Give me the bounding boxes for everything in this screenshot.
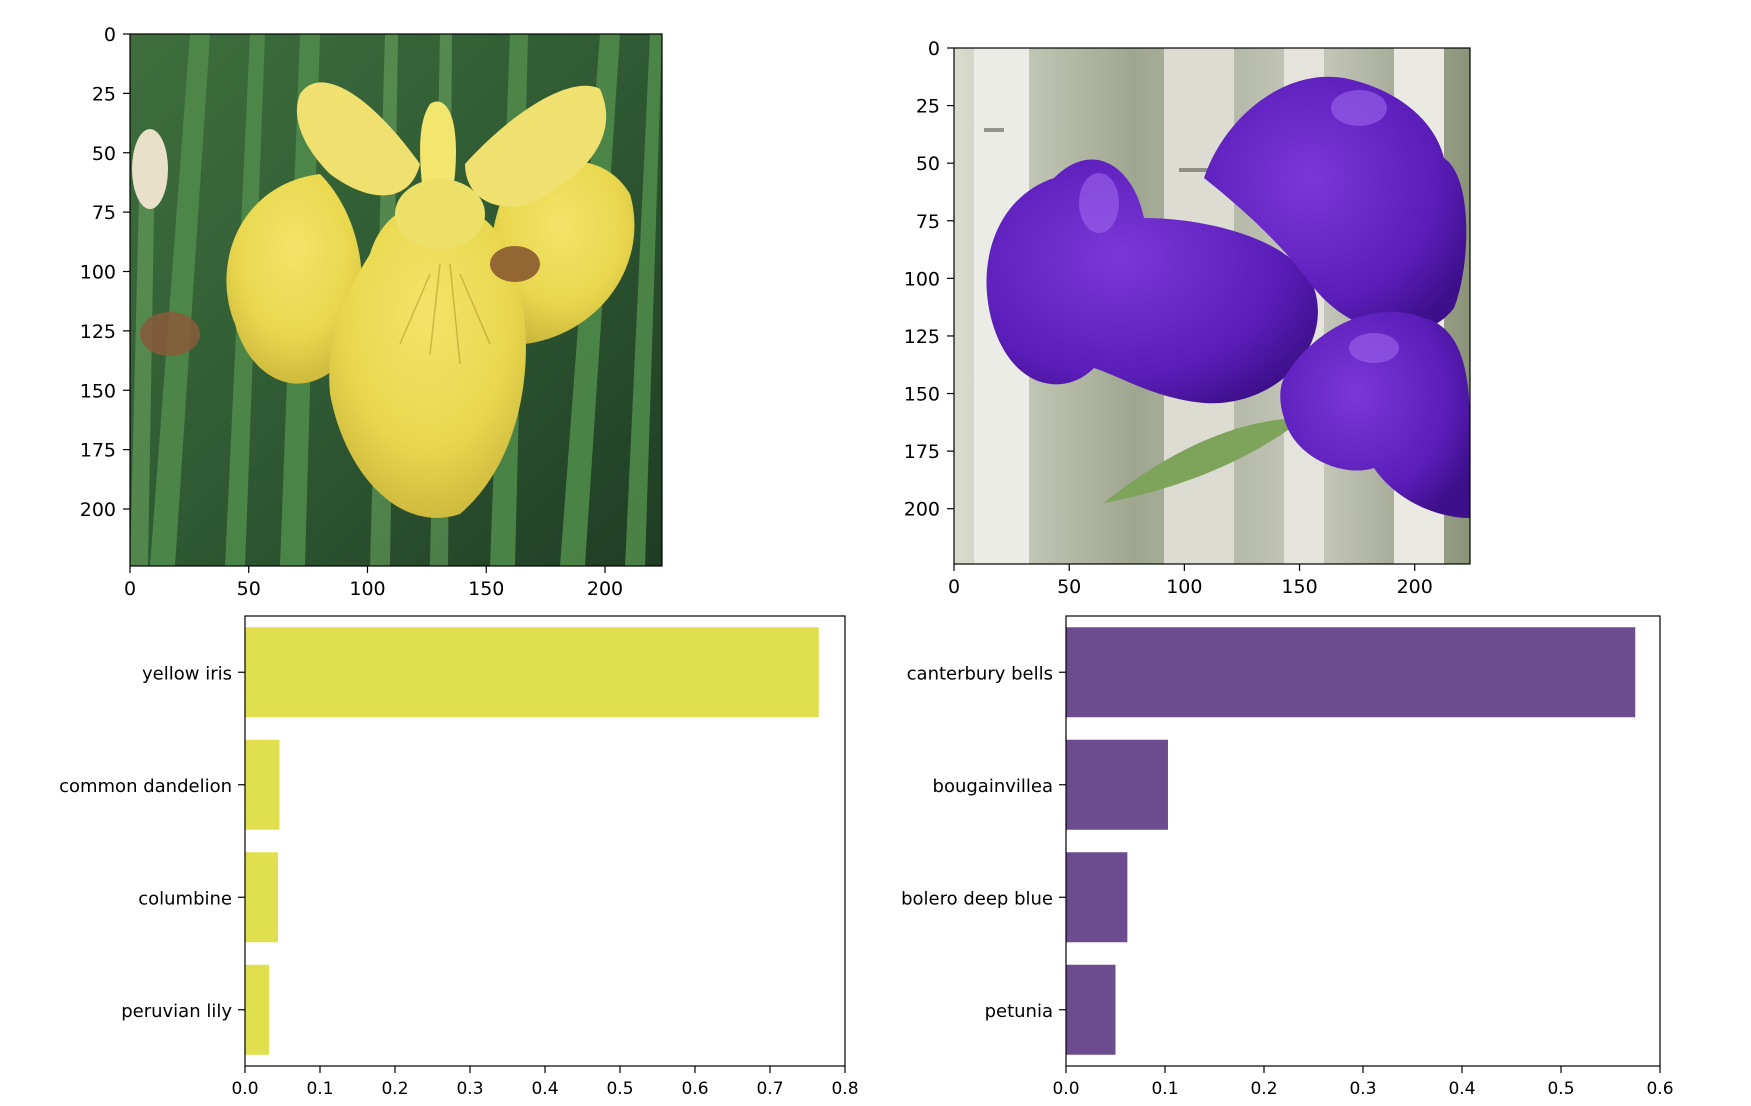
y-tick-label: 150	[904, 384, 940, 406]
y-tick-label: 200	[80, 499, 116, 521]
category-label: canterbury bells	[907, 663, 1053, 684]
bar-chart-canterbury-bells: canterbury bells bougainvillea bolero deep…	[901, 615, 1674, 1099]
x-tick-label: 0.1	[306, 1079, 333, 1099]
y-tick-label: 150	[80, 380, 116, 402]
x-tick-label: 0.3	[456, 1079, 483, 1099]
bar	[245, 739, 280, 830]
x-tick-label: 200	[587, 578, 623, 600]
x-tick-label: 0.2	[1250, 1079, 1277, 1099]
y-tick-label: 100	[80, 262, 116, 284]
x-tick-label: 0.4	[1448, 1079, 1475, 1099]
category-label: bolero deep blue	[901, 888, 1053, 909]
x-tick-label: 150	[1281, 576, 1317, 598]
y-tick-label: 125	[80, 321, 116, 343]
x-tick-label: 0	[948, 576, 960, 598]
x-tick-label: 150	[468, 578, 504, 600]
image-panel-yellow-iris: 0 50 100 150 200 0 25 50 75 100 125 150 175 200	[80, 24, 663, 600]
category-label: columbine	[138, 888, 232, 909]
y-tick-label: 50	[92, 143, 116, 165]
x-tick-label: 0.6	[1646, 1079, 1673, 1099]
y-tick-label: 50	[916, 153, 940, 175]
bar	[245, 964, 269, 1055]
y-tick-label: 75	[92, 202, 116, 224]
y-tick-label: 0	[928, 38, 940, 60]
y-tick-label: 175	[904, 441, 940, 463]
x-tick-label: 0.1	[1151, 1079, 1178, 1099]
x-tick-label: 0	[124, 578, 136, 600]
x-tick-label: 0.2	[381, 1079, 408, 1099]
x-tick-label: 0.0	[1052, 1079, 1079, 1099]
bar	[1066, 739, 1168, 830]
category-label: yellow iris	[142, 663, 232, 684]
x-tick-label: 0.0	[231, 1079, 258, 1099]
x-tick-label: 0.6	[681, 1079, 708, 1099]
y-tick-label: 200	[904, 499, 940, 521]
x-tick-label: 0.4	[531, 1079, 558, 1099]
bar	[245, 852, 278, 943]
y-tick-label: 100	[904, 268, 940, 290]
yellow-iris-photo	[130, 34, 662, 566]
canterbury-bells-photo	[954, 48, 1470, 564]
bar	[1066, 964, 1116, 1055]
bar	[245, 627, 819, 718]
image-panel-canterbury-bells: 0 50 100 150 200 0 25 50 75 100 125 150 175 200	[904, 38, 1471, 598]
x-tick-label: 0.8	[831, 1079, 858, 1099]
y-tick-label: 25	[916, 96, 940, 118]
x-tick-label: 50	[1057, 576, 1081, 598]
category-label: common dandelion	[59, 776, 232, 797]
bar-chart-yellow-iris: yellow iris common dandelion columbine peru…	[59, 615, 859, 1099]
bar-axes-canterbury-bells: canterbury bells bougainvillea bolero deep…	[901, 663, 1673, 1099]
bar-axes-yellow-iris: yellow iris common dandelion columbine peru…	[59, 663, 858, 1099]
y-tick-label: 125	[904, 326, 940, 348]
x-tick-label: 0.5	[606, 1079, 633, 1099]
category-label: peruvian lily	[121, 1001, 232, 1022]
y-tick-label: 75	[916, 211, 940, 233]
x-tick-label: 100	[1166, 576, 1202, 598]
y-tick-label: 25	[92, 83, 116, 105]
x-tick-label: 0.3	[1349, 1079, 1376, 1099]
image-axes-yellow-iris: 0 50 100 150 200 0 25 50 75 100 125 150 175 200	[80, 24, 623, 600]
image-axes-canterbury-bells: 0 50 100 150 200 0 25 50 75 100 125 150 175 200	[904, 38, 1433, 598]
category-label: petunia	[985, 1001, 1053, 1022]
category-label: bougainvillea	[933, 776, 1053, 797]
y-tick-label: 0	[104, 24, 116, 46]
y-tick-label: 175	[80, 440, 116, 462]
x-tick-label: 200	[1397, 576, 1433, 598]
x-tick-label: 100	[349, 578, 385, 600]
bars-canterbury-bells	[1066, 627, 1636, 1055]
x-tick-label: 0.7	[756, 1079, 783, 1099]
bar	[1066, 852, 1128, 943]
bars-yellow-iris	[245, 627, 819, 1055]
x-tick-label: 50	[237, 578, 261, 600]
x-tick-label: 0.5	[1547, 1079, 1574, 1099]
bar	[1066, 627, 1636, 718]
